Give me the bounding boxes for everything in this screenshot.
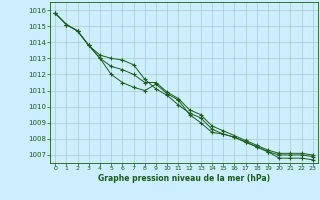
X-axis label: Graphe pression niveau de la mer (hPa): Graphe pression niveau de la mer (hPa) [98,174,270,183]
